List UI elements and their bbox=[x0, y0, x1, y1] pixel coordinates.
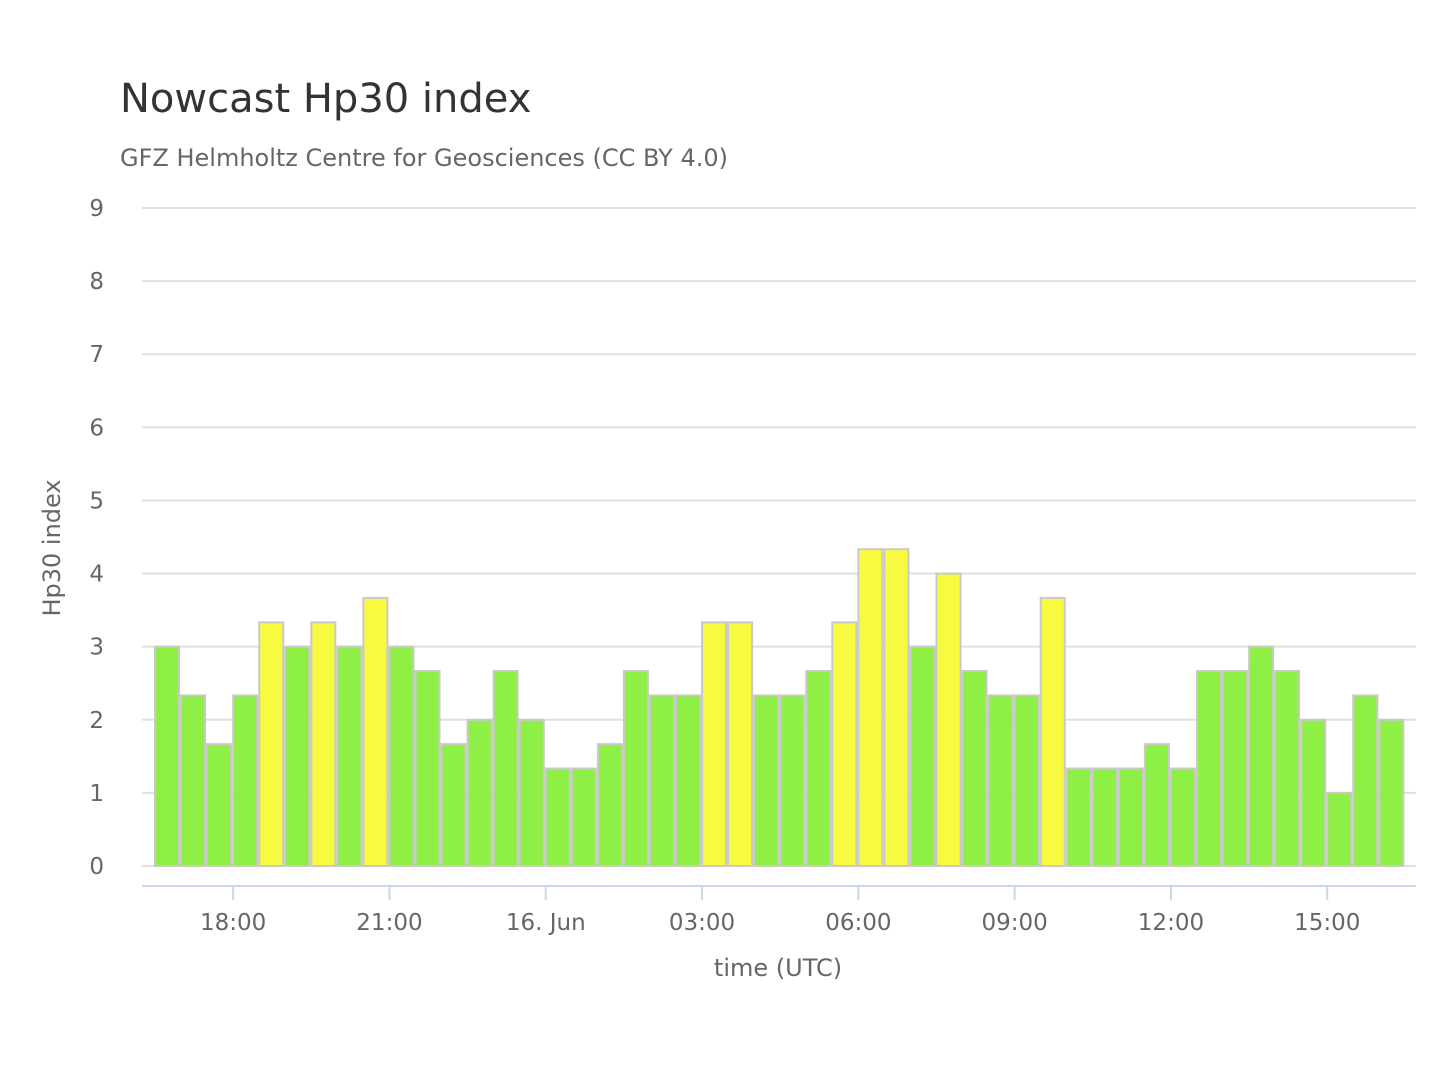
bar[interactable] bbox=[1117, 767, 1144, 868]
bar[interactable] bbox=[805, 670, 832, 868]
bar[interactable] bbox=[1065, 767, 1092, 868]
bar[interactable] bbox=[727, 621, 754, 868]
x-tick-label: 03:00 bbox=[669, 910, 735, 936]
bar[interactable] bbox=[909, 645, 936, 868]
x-axis-ticks: 18:00 21:00 16. Jun 03:00 06:00 09:00 12:00 15:… bbox=[200, 886, 1360, 936]
bar[interactable] bbox=[779, 694, 806, 867]
bar[interactable] bbox=[414, 670, 441, 868]
bar[interactable] bbox=[206, 743, 233, 867]
bar[interactable] bbox=[336, 645, 363, 868]
bar[interactable] bbox=[1248, 645, 1275, 868]
x-tick-label: 06:00 bbox=[825, 910, 891, 936]
y-tick-label: 8 bbox=[89, 269, 104, 295]
bar[interactable] bbox=[648, 694, 676, 867]
bar[interactable] bbox=[154, 645, 181, 868]
x-tick-label: 12:00 bbox=[1138, 910, 1204, 936]
bar[interactable] bbox=[935, 572, 962, 867]
x-tick-label: 15:00 bbox=[1294, 910, 1360, 936]
bar[interactable] bbox=[570, 767, 597, 868]
y-tick-label: 9 bbox=[89, 196, 104, 222]
bar[interactable] bbox=[1378, 718, 1405, 867]
bar-series bbox=[154, 548, 1405, 868]
y-tick-label: 4 bbox=[89, 562, 104, 588]
chart-subtitle: GFZ Helmholtz Centre for Geosciences (CC… bbox=[120, 144, 729, 172]
bar[interactable] bbox=[284, 645, 311, 868]
bar[interactable] bbox=[466, 718, 493, 867]
bar[interactable] bbox=[232, 694, 259, 867]
bar[interactable] bbox=[1222, 670, 1249, 868]
bar[interactable] bbox=[701, 621, 728, 868]
bar[interactable] bbox=[1091, 767, 1118, 868]
y-tick-label: 7 bbox=[89, 342, 104, 368]
bar[interactable] bbox=[492, 670, 519, 868]
x-axis-title: time (UTC) bbox=[714, 954, 842, 982]
bar[interactable] bbox=[1300, 718, 1327, 867]
bar[interactable] bbox=[753, 694, 780, 867]
bar[interactable] bbox=[1039, 596, 1066, 867]
bar[interactable] bbox=[440, 743, 467, 867]
bar[interactable] bbox=[622, 670, 649, 868]
bar[interactable] bbox=[857, 548, 884, 867]
bar[interactable] bbox=[1013, 694, 1040, 867]
bar[interactable] bbox=[596, 743, 623, 867]
y-tick-label: 6 bbox=[89, 415, 104, 441]
y-tick-label: 2 bbox=[89, 708, 104, 734]
bar[interactable] bbox=[1274, 670, 1301, 868]
bar[interactable] bbox=[388, 645, 415, 868]
chart-title: Nowcast Hp30 index bbox=[120, 76, 532, 122]
bar[interactable] bbox=[883, 548, 910, 867]
x-tick-label: 09:00 bbox=[982, 910, 1048, 936]
y-tick-label: 5 bbox=[89, 488, 104, 514]
bar[interactable] bbox=[258, 621, 285, 868]
bar[interactable] bbox=[961, 670, 988, 868]
y-tick-label: 1 bbox=[89, 781, 104, 807]
bar[interactable] bbox=[544, 767, 571, 868]
y-axis-ticks: 0 1 2 3 4 5 6 7 8 9 bbox=[89, 196, 104, 880]
bar[interactable] bbox=[180, 694, 207, 867]
bar[interactable] bbox=[1352, 694, 1379, 867]
bar[interactable] bbox=[1169, 767, 1196, 868]
x-tick-label: 18:00 bbox=[200, 910, 266, 936]
bar[interactable] bbox=[1196, 670, 1223, 868]
bar[interactable] bbox=[675, 694, 702, 867]
x-tick-label: 21:00 bbox=[356, 910, 422, 936]
y-tick-label: 0 bbox=[89, 854, 104, 880]
bar[interactable] bbox=[310, 621, 337, 868]
bar[interactable] bbox=[1326, 791, 1353, 868]
x-tick-label: 16. Jun bbox=[506, 910, 586, 936]
bar[interactable] bbox=[362, 596, 389, 867]
y-tick-label: 3 bbox=[89, 635, 104, 661]
bar[interactable] bbox=[987, 694, 1014, 867]
bar[interactable] bbox=[1143, 743, 1170, 867]
bar[interactable] bbox=[831, 621, 858, 868]
bar[interactable] bbox=[518, 718, 545, 867]
y-axis-title: Hp30 index bbox=[38, 479, 66, 616]
